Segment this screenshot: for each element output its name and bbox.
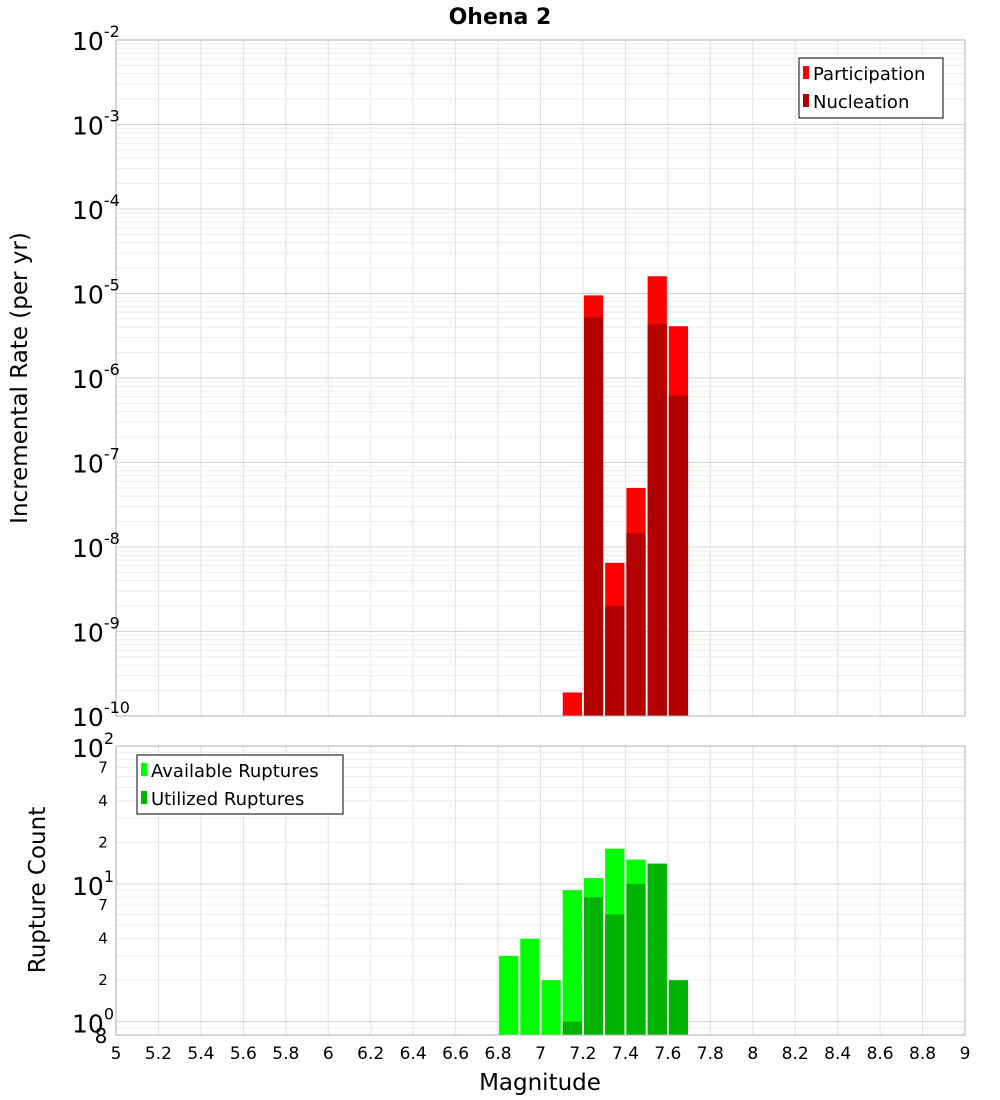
y-tick-label: 10-6: [72, 360, 120, 394]
bar: [605, 914, 625, 1035]
bar: [562, 890, 582, 1035]
x-tick-label: 8: [747, 1044, 758, 1064]
bar: [626, 883, 646, 1035]
x-tick-label: 6: [323, 1044, 334, 1064]
bar: [583, 897, 604, 1035]
y-minor-tick-label: 4: [98, 792, 108, 810]
y-minor-tick-label: 2: [98, 833, 108, 851]
bar: [605, 606, 625, 716]
y-tick-label: 10-2: [72, 22, 120, 56]
bar: [647, 863, 667, 1035]
y-tick-label: 10-9: [72, 614, 120, 648]
count-plot: 100 101 102 8 2 4 7 2 4 7 5 5.2 5.4 5.6 5.8 6 6.2 6.4 6.6 6…: [72, 729, 970, 1064]
series-nucleation: [583, 317, 689, 716]
bar: [668, 980, 689, 1035]
x-tick-label: 5.4: [187, 1044, 214, 1064]
bar: [499, 955, 519, 1035]
y-minor-tick-label: 8: [95, 1024, 108, 1048]
legend-swatch: [141, 791, 147, 804]
grid-lines: [115, 39, 966, 717]
bar: [647, 324, 667, 716]
legend-box: [136, 754, 344, 815]
legend: Participation Nucleation: [798, 57, 944, 119]
plot-border: [115, 745, 966, 1036]
x-tick-label: 8.6: [867, 1044, 894, 1064]
x-tick-label: 5.2: [145, 1044, 172, 1064]
x-tick-label: 6.2: [357, 1044, 384, 1064]
x-tick-label: 5.8: [272, 1044, 299, 1064]
x-tick-label: 7.8: [697, 1044, 724, 1064]
x-tick-label: 6.6: [442, 1044, 469, 1064]
y-tick-label: 10-3: [72, 107, 120, 141]
bar: [541, 980, 561, 1035]
y-minor-tick-label: 7: [98, 758, 108, 776]
x-tick-label: 7.2: [569, 1044, 596, 1064]
x-tick-label: 8.8: [909, 1044, 936, 1064]
series-utilized-ruptures: [562, 863, 689, 1035]
legend-label: Utilized Ruptures: [151, 789, 304, 810]
y-tick-label: 102: [72, 729, 114, 763]
y-tick-label: 10-7: [72, 445, 120, 479]
x-tick-label: 7.6: [654, 1044, 681, 1064]
legend-swatch: [803, 94, 809, 107]
y-tick-label: 10-4: [72, 191, 120, 225]
legend-swatch: [141, 763, 147, 776]
x-tick-label: 7.4: [612, 1044, 639, 1064]
legend-label: Available Ruptures: [151, 761, 319, 782]
x-tick-label: 9: [960, 1044, 971, 1064]
y-tick-label: 101: [72, 867, 114, 901]
x-tick-label: 7: [535, 1044, 546, 1064]
legend-swatch: [803, 66, 809, 79]
legend-label: Nucleation: [813, 92, 909, 113]
bar: [520, 938, 540, 1035]
legend-box: [798, 57, 944, 119]
rate-y-axis-label: Incremental Rate (per yr): [7, 232, 33, 524]
x-tick-label: 5: [111, 1044, 122, 1064]
x-tick-label: 8.2: [782, 1044, 809, 1064]
chart-title: Ohena 2: [449, 5, 552, 30]
x-tick-label: 6.8: [485, 1044, 512, 1064]
bar: [562, 692, 582, 716]
y-minor-tick-label: 7: [98, 896, 108, 914]
y-tick-label: 10-10: [72, 698, 130, 732]
y-minor-tick-label: 2: [98, 971, 108, 989]
legend: Available Ruptures Utilized Ruptures: [136, 754, 344, 815]
y-tick-label: 10-8: [72, 529, 120, 563]
bar: [626, 533, 646, 716]
plot-border: [115, 39, 966, 717]
bar: [562, 1021, 582, 1035]
x-tick-label: 6.4: [400, 1044, 427, 1064]
y-tick-label: 100: [72, 1005, 114, 1039]
rate-plot: 10-10 10-9 10-8 10-7 10-6 10-5 10-4 10-3 10-2 Par…: [72, 22, 966, 732]
y-minor-tick-label: 4: [98, 930, 108, 948]
count-y-axis-label: Rupture Count: [25, 807, 51, 973]
magnitude-axis-label: Magnitude: [479, 1070, 601, 1096]
x-tick-label: 5.6: [230, 1044, 257, 1064]
bar: [583, 317, 604, 716]
bar: [668, 395, 689, 716]
legend-label: Participation: [813, 64, 925, 85]
y-tick-label: 10-5: [72, 276, 120, 310]
x-tick-label: 8.4: [824, 1044, 851, 1064]
